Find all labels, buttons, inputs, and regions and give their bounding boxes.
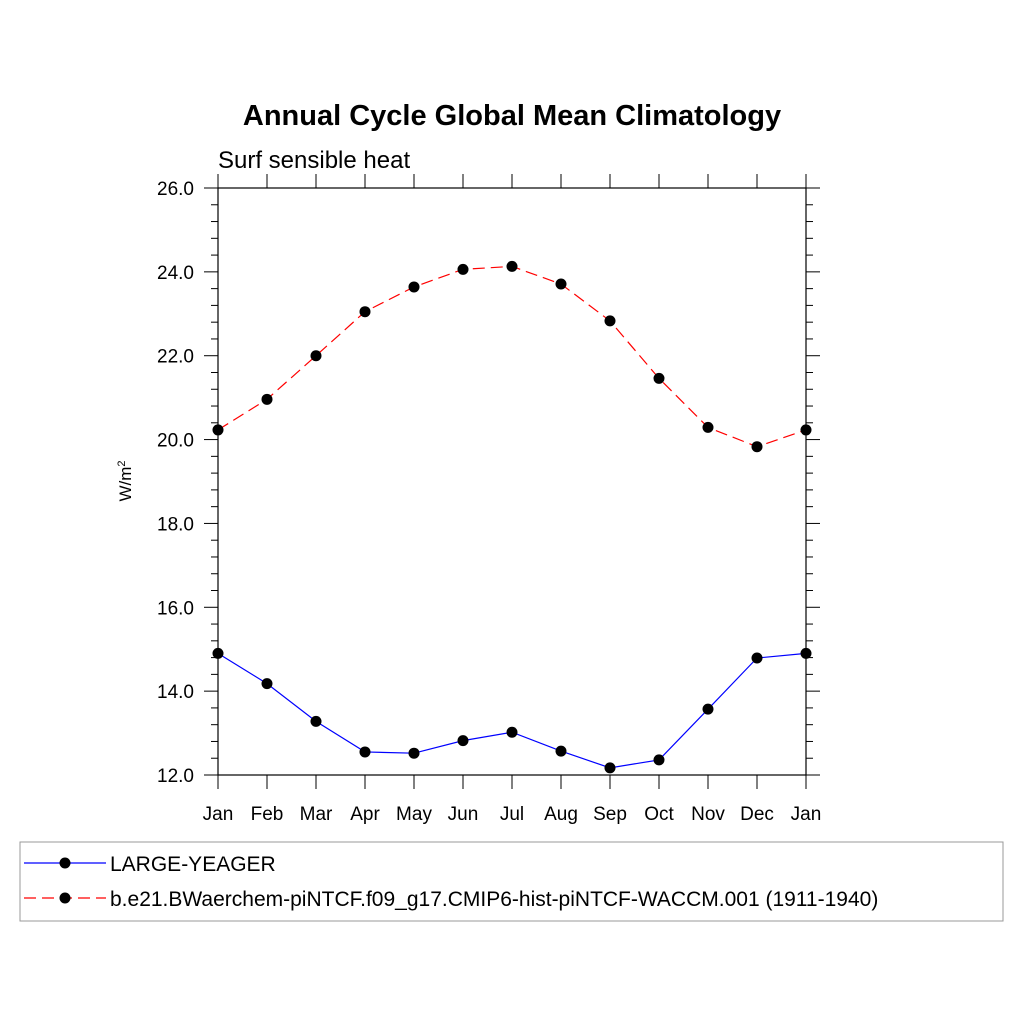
series-1-point — [751, 652, 763, 664]
series-1-point — [653, 754, 665, 766]
series-2-point — [800, 424, 812, 436]
y-tick-label: 24.0 — [157, 263, 194, 284]
series-1-point — [506, 726, 518, 738]
y-axis-label-exponent: 2 — [116, 460, 128, 466]
x-tick-label: Jun — [448, 804, 479, 825]
series-2-point — [261, 393, 273, 405]
series-2-point — [408, 281, 420, 293]
series-2-point — [702, 421, 714, 433]
y-axis-label: W/m2 — [116, 460, 135, 501]
series-2-point — [359, 306, 371, 318]
x-tick-label: Dec — [740, 804, 774, 825]
x-tick-label: Jan — [791, 804, 822, 825]
series-1-point — [310, 715, 322, 727]
series-2-point — [457, 263, 469, 275]
series-2-point — [555, 278, 567, 290]
x-tick-label: Apr — [350, 804, 380, 825]
series-2-point — [310, 350, 322, 362]
x-tick-label: Aug — [544, 804, 578, 825]
series-1-point — [261, 678, 273, 690]
legend-label-1: LARGE-YEAGER — [110, 853, 276, 876]
x-tick-label: Sep — [593, 804, 627, 825]
y-tick-label: 20.0 — [157, 431, 194, 452]
series-1-point — [800, 647, 812, 659]
y-tick-label: 18.0 — [157, 514, 194, 535]
series-line-1 — [217, 652, 807, 769]
series-1-point — [702, 703, 714, 715]
y-tick-label: 22.0 — [157, 347, 194, 368]
y-tick-label: 14.0 — [157, 682, 194, 703]
series-1-point — [408, 747, 420, 759]
x-tick-label: May — [396, 804, 432, 825]
x-tick-label: Feb — [251, 804, 284, 825]
legend: LARGE-YEAGER b.e21.BWaerchem-piNTCF.f09_g… — [19, 841, 1004, 922]
plot-area: 12.0 14.0 16.0 18.0 20.0 22.0 24.0 26.0 Jan Feb Ma… — [157, 174, 821, 825]
x-tick-label: Mar — [300, 804, 333, 825]
series-line-2 — [217, 265, 807, 448]
y-axis-label-unit: W/m — [116, 467, 135, 502]
y-tick-label: 16.0 — [157, 598, 194, 619]
chart-title: Annual Cycle Global Mean Climatology — [243, 100, 781, 132]
plot-frame — [217, 187, 807, 776]
series-1-point — [212, 647, 224, 659]
y-tick-label: 26.0 — [157, 179, 194, 200]
series-1-point — [457, 735, 469, 747]
series-2-point — [653, 372, 665, 384]
series-2-point — [506, 260, 518, 272]
y-tick-label: 12.0 — [157, 766, 194, 787]
x-tick-label: Jan — [203, 804, 234, 825]
legend-marker-2 — [59, 892, 71, 904]
x-tick-label: Nov — [691, 804, 725, 825]
series-1-point — [555, 745, 567, 757]
legend-label-2: b.e21.BWaerchem-piNTCF.f09_g17.CMIP6-his… — [110, 888, 878, 911]
x-tick-label: Oct — [644, 804, 674, 825]
series-2-point — [604, 315, 616, 327]
legend-box — [19, 841, 1004, 922]
series-2-point — [212, 424, 224, 436]
chart-subtitle: Surf sensible heat — [218, 147, 410, 174]
x-tick-label: Jul — [500, 804, 524, 825]
series-1-point — [604, 762, 616, 774]
series-2-point — [751, 441, 763, 453]
legend-marker-1 — [59, 857, 71, 869]
series-1-point — [359, 746, 371, 758]
